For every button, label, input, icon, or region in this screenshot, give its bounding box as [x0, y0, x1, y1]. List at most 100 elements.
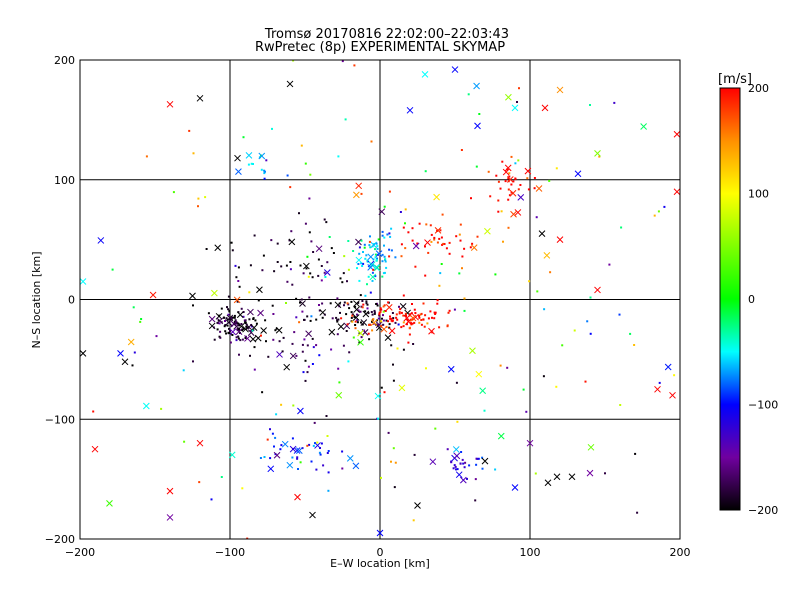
velocity-dot — [376, 247, 379, 250]
velocity-dot — [424, 314, 427, 317]
velocity-dot — [364, 310, 367, 313]
velocity-dot — [414, 265, 417, 268]
velocity-dot — [326, 261, 329, 264]
colorbar-tick-label: 100 — [748, 188, 769, 201]
velocity-dot — [235, 321, 238, 324]
velocity-dot — [192, 152, 195, 155]
velocity-dot — [327, 471, 330, 474]
velocity-dot — [407, 341, 410, 344]
y-axis-label: N–S location [km] — [30, 251, 43, 348]
velocity-cross — [288, 238, 296, 246]
velocity-dot — [253, 346, 256, 349]
velocity-dot — [303, 338, 306, 341]
velocity-dot — [489, 195, 492, 198]
velocity-dot — [426, 322, 429, 325]
velocity-dot — [658, 381, 661, 384]
velocity-dot — [555, 385, 558, 388]
velocity-dot — [363, 243, 366, 246]
velocity-dot — [308, 443, 311, 446]
colorbar-tick-label: −200 — [748, 504, 778, 517]
velocity-cross — [106, 499, 113, 507]
velocity-dot — [315, 318, 318, 321]
velocity-dot — [242, 136, 245, 139]
velocity-dot — [373, 309, 376, 312]
velocity-dot — [239, 339, 242, 342]
velocity-dot — [267, 355, 270, 358]
velocity-dot — [427, 317, 430, 320]
velocity-cross — [97, 237, 105, 244]
velocity-dot — [353, 64, 356, 67]
velocity-dot — [516, 101, 518, 103]
velocity-dot — [296, 456, 299, 459]
velocity-dot — [418, 222, 421, 225]
velocity-cross — [474, 122, 481, 130]
velocity-cross — [208, 322, 216, 330]
velocity-dot — [400, 311, 403, 314]
velocity-dot — [438, 237, 441, 240]
velocity-dot — [371, 320, 373, 323]
velocity-dot — [653, 214, 656, 217]
velocity-dot — [307, 275, 310, 278]
velocity-cross — [405, 318, 412, 325]
velocity-dot — [422, 302, 425, 305]
x-tick-label: 100 — [520, 546, 541, 559]
velocity-dot — [295, 354, 298, 357]
velocity-dot — [390, 460, 392, 463]
velocity-dot — [241, 338, 244, 341]
velocity-dot — [499, 364, 502, 367]
velocity-cross — [380, 325, 388, 333]
velocity-dot — [405, 315, 407, 317]
velocity-cross — [80, 278, 87, 285]
velocity-cross — [286, 461, 294, 469]
velocity-dot — [501, 160, 504, 163]
velocity-dot — [233, 321, 236, 323]
velocity-dot — [512, 180, 515, 183]
velocity-dot — [361, 300, 364, 302]
velocity-dot — [438, 326, 441, 329]
velocity-dot — [253, 234, 256, 237]
velocity-dot — [332, 252, 335, 254]
velocity-dot — [519, 184, 522, 186]
velocity-dot — [299, 461, 302, 464]
velocity-dot — [271, 304, 274, 307]
velocity-dot — [315, 468, 318, 471]
velocity-dot — [423, 325, 426, 328]
velocity-cross — [309, 511, 316, 519]
velocity-dot — [362, 251, 364, 253]
velocity-dot — [317, 258, 320, 261]
velocity-cross — [297, 407, 304, 415]
velocity-dot — [380, 386, 383, 389]
velocity-dot — [358, 279, 361, 282]
velocity-dot — [463, 309, 466, 312]
velocity-dot — [467, 93, 470, 96]
velocity-dot — [342, 272, 345, 275]
velocity-dot — [310, 460, 313, 463]
velocity-cross — [303, 262, 310, 270]
velocity-dot — [325, 415, 328, 417]
velocity-dot — [351, 313, 354, 316]
velocity-cross — [267, 465, 275, 473]
velocity-dot — [420, 323, 423, 326]
velocity-dot — [327, 450, 330, 452]
velocity-dot — [204, 196, 207, 199]
velocity-dot — [273, 270, 276, 273]
velocity-dot — [409, 313, 412, 316]
velocity-dot — [340, 317, 343, 320]
velocity-dot — [308, 296, 311, 299]
velocity-dot — [289, 186, 292, 189]
velocity-dot — [249, 264, 252, 267]
velocity-dot — [536, 290, 539, 293]
velocity-dot — [300, 298, 303, 301]
velocity-dot — [619, 404, 622, 406]
velocity-cross — [249, 335, 257, 343]
velocity-dot — [269, 428, 271, 431]
velocity-dot — [92, 410, 95, 413]
velocity-dot — [425, 223, 428, 226]
velocity-dot — [219, 336, 222, 339]
velocity-dot — [380, 476, 382, 479]
velocity-dot — [304, 222, 307, 225]
velocity-dot — [381, 260, 384, 263]
velocity-dot — [327, 489, 330, 492]
velocity-cross — [372, 264, 380, 271]
velocity-dot — [455, 468, 457, 471]
